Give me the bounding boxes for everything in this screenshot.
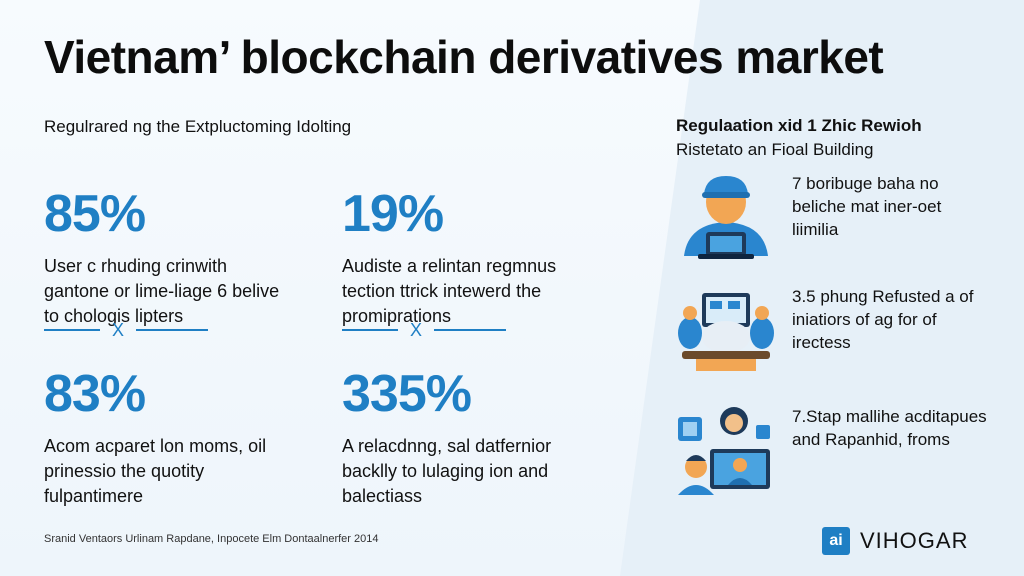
stat-description: A relacdnng, sal datfernior backlly to l… (342, 436, 552, 506)
brand-name: VIHOGAR (860, 528, 969, 553)
divider-line (44, 329, 100, 331)
list-item-text: 3.5 phung Refusted a of iniatiors of ag … (792, 287, 974, 352)
right-header: Regulaation xid 1 Zhic Rewioh Ristetato … (676, 116, 976, 160)
video-call-icon (676, 405, 776, 495)
stat-description: Audiste a relintan regmnus tection ttric… (342, 256, 557, 326)
stat-value: 85% (44, 185, 146, 243)
list-item: 7 boribuge baha no beliche mat iner-oet … (676, 172, 1006, 262)
divider-line (434, 329, 506, 331)
stat-card: 335% A relacdnng, sal datfernior backlly… (342, 368, 592, 509)
stat-card: 85% User c rhuding crinwith gantone or l… (44, 188, 294, 329)
footer-source: Sranid Ventaors Urlinam Rapdane, Inpocet… (44, 533, 379, 545)
ai-logo-icon: ai (822, 527, 850, 555)
divider: X (342, 320, 506, 340)
divider-x-mark: X (111, 319, 124, 340)
right-heading: Regulaation xid 1 Zhic Rewioh (676, 116, 922, 135)
stat-description: User c rhuding crinwith gantone or lime-… (44, 256, 280, 326)
person-with-laptop-icon (676, 172, 776, 262)
divider: X (44, 320, 208, 340)
page-title: Vietnam’ blockchain derivatives market (44, 31, 884, 83)
list-item: 3.5 phung Refusted a of iniatiors of ag … (676, 285, 1006, 375)
right-panel-background (620, 0, 1024, 576)
right-subheading: Ristetato an Fioal Building (676, 140, 874, 159)
stat-card: 83% Acom acparet lon moms, oil prinessio… (44, 368, 294, 509)
people-at-monitor-icon (676, 285, 776, 375)
left-subtitle: Regulrared ng the Extpluctoming Idolting (44, 117, 352, 136)
divider-line (342, 329, 398, 331)
brand-logo: ai VIHOGAR (822, 527, 968, 555)
list-item-text: 7.Stap mallihe acditapues and Rapanhid, … (792, 407, 987, 449)
list-item: 7.Stap mallihe acditapues and Rapanhid, … (676, 405, 1006, 495)
divider-x-mark: X (409, 319, 422, 340)
stat-value: 19% (342, 185, 444, 243)
stat-value: 335% (342, 365, 472, 423)
stat-description: Acom acparet lon moms, oil prinessio the… (44, 436, 267, 506)
stat-card: 19% Audiste a relintan regmnus tection t… (342, 188, 592, 329)
stat-value: 83% (44, 365, 146, 423)
divider-line (136, 329, 208, 331)
list-item-text: 7 boribuge baha no beliche mat iner-oet … (792, 174, 942, 239)
left-background (0, 0, 700, 576)
